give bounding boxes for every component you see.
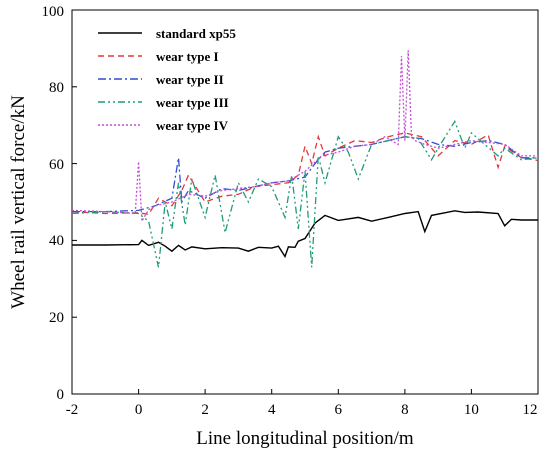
legend-label-wear-type-i: wear type I bbox=[156, 49, 219, 64]
x-tick-label: 4 bbox=[268, 402, 276, 418]
x-tick-label: 8 bbox=[401, 402, 409, 418]
x-tick-label: 2 bbox=[201, 402, 209, 418]
y-axis: 0 20 40 60 80 100 Wheel rail vertical fo… bbox=[8, 4, 77, 403]
x-tick-label: 12 bbox=[523, 402, 538, 418]
y-tick-label: 80 bbox=[49, 80, 64, 96]
legend-label-standard-xp55: standard xp55 bbox=[156, 26, 236, 41]
y-tick-label: 60 bbox=[49, 157, 64, 173]
x-axis: -2 0 2 4 6 8 10 12 Line longitudinal pos… bbox=[66, 389, 539, 449]
plot-frame bbox=[71, 9, 539, 395]
series-line-standard-xp55 bbox=[72, 210, 538, 259]
x-tick-label: 0 bbox=[135, 402, 143, 418]
legend: standard xp55 wear type I wear type II wear… bbox=[98, 26, 236, 133]
x-axis-label: Line longitudinal position/m bbox=[196, 428, 414, 449]
y-tick-label: 0 bbox=[57, 387, 65, 403]
legend-label-wear-type-iv: wear type IV bbox=[156, 118, 229, 133]
series-layer bbox=[71, 50, 539, 268]
y-axis-label: Wheel rail vertical force/kN bbox=[8, 95, 29, 309]
x-tick-label: 10 bbox=[464, 402, 479, 418]
y-tick-label: 100 bbox=[42, 4, 65, 20]
y-tick-label: 40 bbox=[49, 233, 64, 249]
series-line-wear-type-iv bbox=[71, 50, 538, 224]
y-tick-label: 20 bbox=[49, 310, 64, 326]
x-tick-label: -2 bbox=[66, 402, 79, 418]
legend-label-wear-type-ii: wear type II bbox=[156, 72, 224, 87]
legend-label-wear-type-iii: wear type III bbox=[156, 95, 229, 110]
x-tick-label: 6 bbox=[335, 402, 343, 418]
series-line-wear-type-ii bbox=[72, 136, 538, 213]
